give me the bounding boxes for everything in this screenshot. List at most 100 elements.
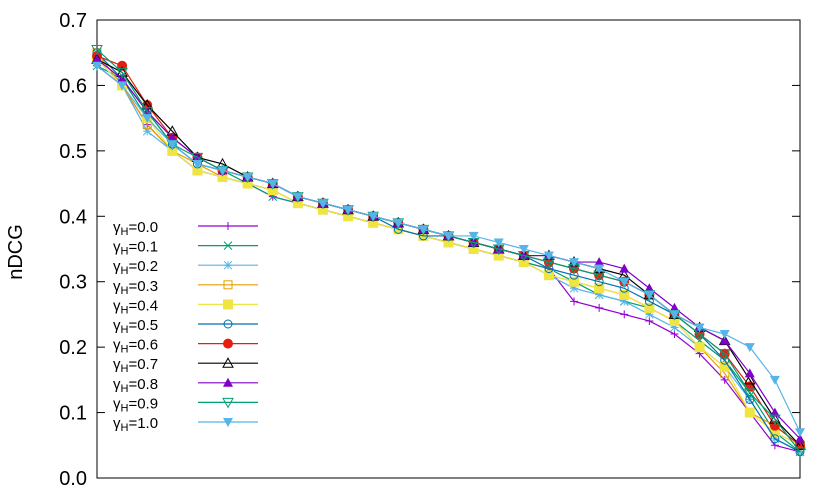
series-point (769, 427, 780, 438)
legend-label: γH=1.0 (113, 415, 158, 434)
series-point (719, 330, 730, 340)
series-point (317, 204, 328, 215)
series-point (191, 152, 204, 164)
series-point (795, 428, 805, 438)
series-point (619, 277, 630, 287)
legend-label: γH=0.1 (113, 239, 158, 258)
series-point (317, 199, 328, 209)
series-point (267, 185, 278, 196)
series-point (769, 375, 780, 385)
series-point (518, 245, 529, 254)
series-point (769, 414, 781, 426)
legend-item: γH=0.4 (113, 297, 258, 316)
series-point (744, 407, 755, 418)
series-point (569, 276, 580, 287)
legend-label: γH=0.0 (113, 219, 158, 238)
series-point (267, 179, 278, 189)
legend-marker (223, 241, 233, 250)
series-point (794, 439, 806, 450)
series-point (619, 289, 630, 300)
series-point (594, 283, 605, 294)
series-point (743, 373, 756, 385)
legend-label: γH=0.3 (113, 278, 158, 297)
plot-frame (96, 19, 801, 479)
y-axis-ticks: 0.0 0.1 0.2 0.3 0.4 0.5 0.6 0.7 (59, 10, 800, 490)
series-point (594, 257, 605, 267)
legend-marker (223, 260, 233, 270)
series-point (91, 44, 103, 56)
legend-marker (222, 357, 234, 368)
legend-marker (223, 319, 233, 329)
series-point (242, 178, 253, 189)
series-point (543, 270, 554, 281)
legend-marker (223, 338, 233, 349)
legend-label: γH=0.2 (113, 258, 158, 277)
series-point (644, 290, 655, 300)
series-point (142, 114, 153, 124)
series-point (644, 302, 655, 313)
y-tick-label: 0.7 (59, 10, 87, 32)
series-point (292, 198, 303, 209)
series-point (570, 297, 579, 306)
series-point (718, 349, 731, 360)
series-point (744, 343, 755, 353)
legend-label: γH=0.6 (113, 337, 158, 356)
series-point (117, 73, 128, 83)
legend-item: γH=0.2 (113, 258, 258, 277)
legend-marker (223, 280, 233, 290)
y-tick-label: 0.6 (59, 75, 87, 97)
legend-label: γH=0.8 (113, 376, 158, 395)
series-point (443, 237, 454, 248)
series-point (142, 126, 152, 136)
series-point (569, 283, 579, 293)
legend-label: γH=0.9 (113, 395, 158, 414)
series-point (393, 218, 404, 228)
series-point (116, 67, 128, 79)
series-point (343, 205, 354, 215)
legend-marker (222, 397, 234, 409)
series-1-0 (92, 61, 805, 438)
legend-item: γH=0.9 (113, 395, 258, 414)
series-point (619, 263, 630, 273)
series-point (493, 238, 504, 248)
series-point (795, 433, 805, 443)
series-point (645, 310, 654, 319)
series-point (619, 296, 629, 306)
series-point (92, 61, 102, 71)
series-point (669, 310, 680, 320)
series-point (468, 231, 479, 241)
series-point (745, 394, 755, 404)
series-point (594, 290, 604, 300)
legend-item: γH=0.5 (113, 317, 258, 336)
series-point (368, 212, 379, 222)
series-point (719, 335, 730, 345)
legend-item: γH=1.0 (113, 415, 258, 434)
legend-item: γH=0.8 (113, 376, 258, 395)
series-point (620, 310, 629, 319)
legend-label: γH=0.4 (113, 297, 158, 316)
legend-item: γH=0.0 (113, 219, 258, 238)
y-tick-label: 0.5 (59, 141, 87, 163)
y-tick-label: 0.0 (59, 468, 87, 490)
series-point (670, 323, 679, 332)
series-point (468, 244, 479, 254)
legend-marker (224, 222, 232, 230)
series-layer (91, 44, 806, 458)
series-point (770, 434, 780, 444)
series-point (694, 323, 705, 333)
series-point (167, 140, 178, 150)
legend-item: γH=0.1 (113, 239, 258, 258)
series-point (543, 251, 554, 261)
legend-label: γH=0.7 (113, 356, 158, 375)
series-point (769, 407, 780, 417)
series-point (594, 264, 605, 274)
series-point (669, 302, 680, 312)
series-point (368, 217, 379, 228)
series-point (141, 107, 154, 118)
series-point (242, 173, 253, 183)
series-point (418, 225, 429, 235)
legend-label: γH=0.5 (113, 317, 158, 336)
series-point (167, 145, 178, 156)
series-point (595, 303, 604, 312)
